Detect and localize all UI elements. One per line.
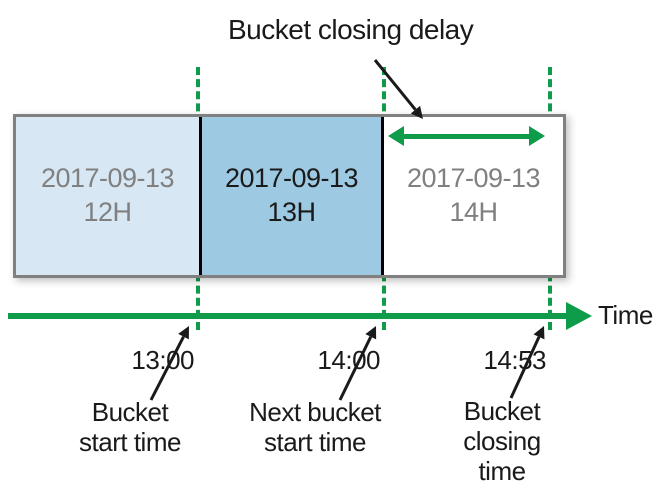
callout-arrows: [0, 0, 665, 504]
diagram-stage: 2017-09-1312H2017-09-1313H2017-09-1314H …: [0, 0, 665, 504]
